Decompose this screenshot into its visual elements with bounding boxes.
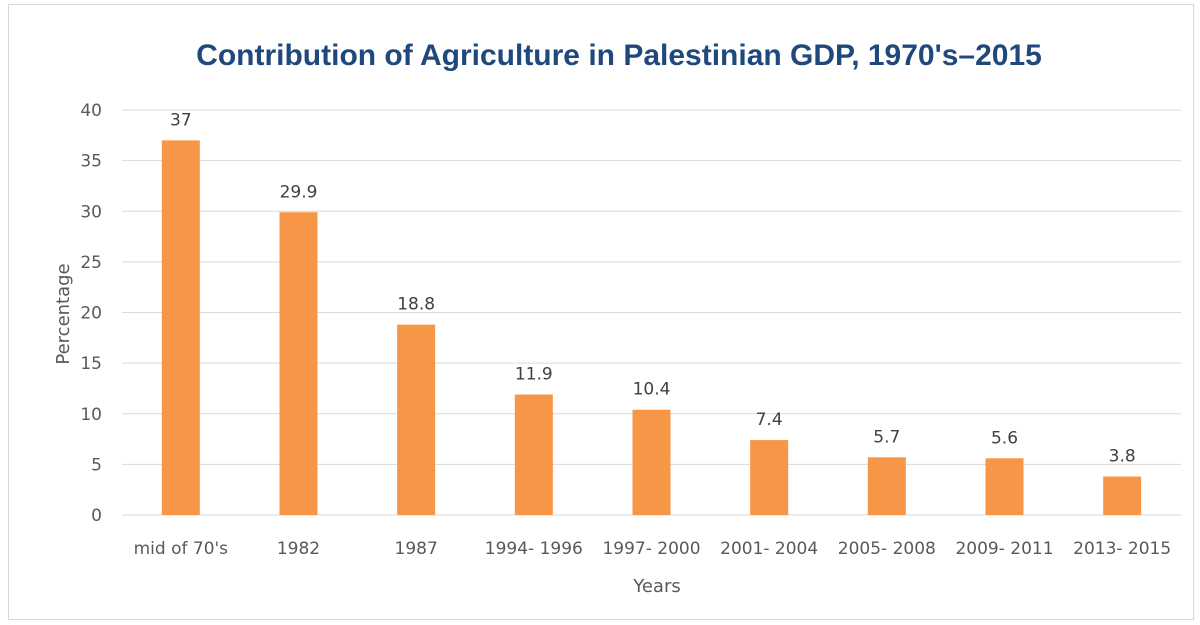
y-axis-ticks: 0 5 10 15 20 25 30 35 40 [80, 101, 102, 526]
data-label: 5.6 [991, 428, 1018, 448]
data-label: 3.8 [1109, 447, 1136, 467]
y-tick-label: 35 [80, 152, 102, 172]
x-tick-label: 1987 [395, 539, 438, 559]
y-tick-label: 30 [80, 202, 102, 222]
chart-title: Contribution of Agriculture in Palestini… [196, 39, 1042, 72]
data-label: 7.4 [756, 410, 783, 430]
bar [514, 394, 553, 515]
y-tick-label: 20 [80, 304, 102, 324]
data-label: 5.7 [873, 427, 900, 447]
y-tick-label: 10 [80, 405, 102, 425]
bar [867, 457, 906, 515]
data-label: 29.9 [280, 182, 318, 202]
y-tick-label: 5 [91, 455, 102, 475]
x-tick-label: 2009- 2011 [955, 539, 1053, 559]
bar [161, 140, 200, 515]
bar [750, 440, 789, 515]
y-tick-label: 0 [91, 506, 102, 526]
x-axis-ticks: mid of 70's 1982 1987 1994- 1996 1997- 2000 2… [134, 539, 1172, 559]
data-label: 18.8 [397, 295, 435, 315]
chart-frame: Contribution of Agriculture in Palestini… [8, 4, 1194, 620]
y-tick-label: 40 [80, 101, 102, 121]
y-tick-label: 15 [80, 354, 102, 374]
bar [1103, 476, 1142, 515]
y-tick-label: 25 [80, 253, 102, 273]
x-tick-label: mid of 70's [134, 539, 229, 559]
bar [397, 324, 436, 515]
x-tick-label: 1994- 1996 [485, 539, 583, 559]
data-label: 10.4 [633, 380, 671, 400]
data-labels: 37 29.9 18.8 11.9 10.4 7.4 5.7 5.6 3.8 [170, 110, 1136, 466]
x-tick-label: 1982 [277, 539, 320, 559]
bar [632, 409, 671, 515]
x-axis-title: Years [632, 576, 681, 597]
data-label: 11.9 [515, 365, 553, 385]
x-tick-label: 1997- 2000 [602, 539, 700, 559]
bar [985, 458, 1024, 515]
bar [279, 212, 318, 515]
y-axis-title: Percentage [53, 263, 74, 364]
bar-chart: Contribution of Agriculture in Palestini… [53, 39, 1181, 597]
x-tick-label: 2005- 2008 [838, 539, 936, 559]
data-label: 37 [170, 110, 192, 130]
x-tick-label: 2001- 2004 [720, 539, 818, 559]
x-tick-label: 2013- 2015 [1073, 539, 1171, 559]
bars [161, 140, 1142, 515]
